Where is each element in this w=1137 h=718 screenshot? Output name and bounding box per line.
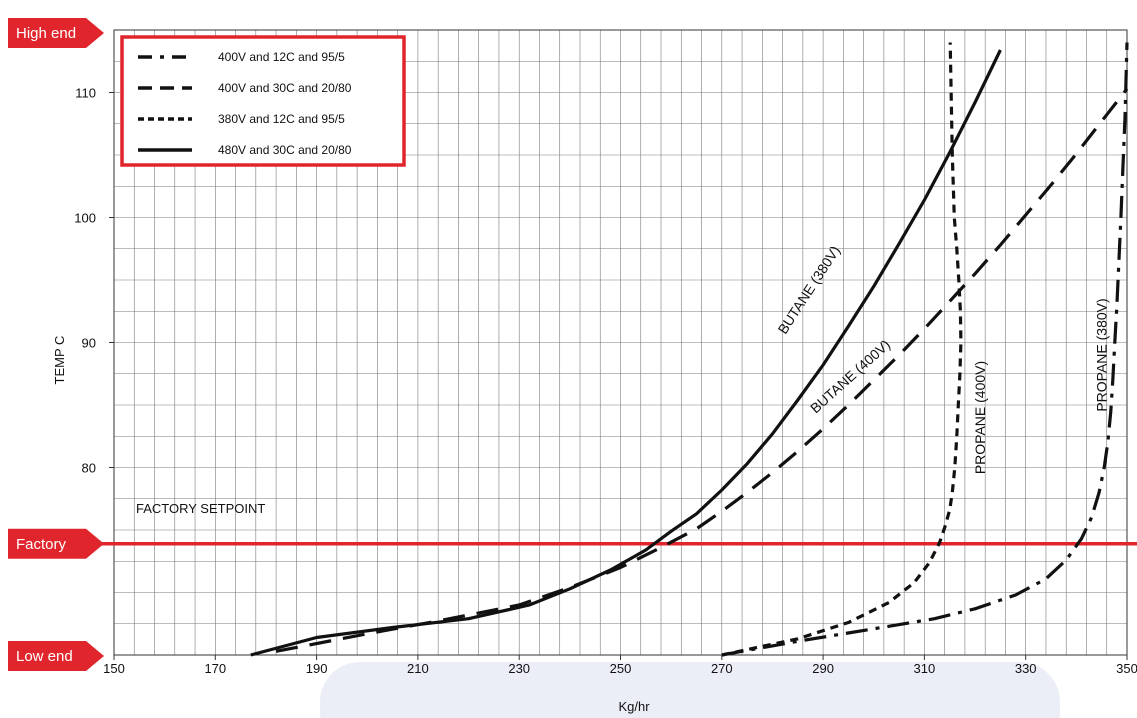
marker-label-2: Factory (16, 536, 67, 553)
x-tick-labels: 150 170 190 210 230 250 270 290 310 330 350 (103, 661, 1137, 676)
series-group (250, 42, 1129, 657)
y-axis-label: TEMP C (52, 336, 67, 385)
marker-arrow-2 (8, 528, 104, 559)
x-tick-label: 210 (407, 661, 429, 676)
legend: 400V and 12C and 95/5 400V and 30C and 20… (120, 35, 406, 167)
x-tick-label: 310 (914, 661, 936, 676)
curve-label-3: PROPANE (400V) (972, 361, 988, 474)
marker-arrow-3 (8, 641, 104, 671)
legend-label-2: 400V and 30C and 20/80 (218, 81, 352, 95)
factory-setpoint-label: FACTORY SETPOINT (136, 501, 265, 516)
x-tick-label: 330 (1015, 661, 1037, 676)
y-tick-label: 100 (74, 211, 96, 226)
x-tick-label: 270 (711, 661, 733, 676)
legend-label-1: 400V and 12C and 95/5 (218, 50, 345, 64)
legend-box (120, 35, 406, 167)
x-tick-label: 190 (306, 661, 328, 676)
curve-label-4: PROPANE (380V) (1094, 298, 1110, 411)
x-tick-label: 250 (610, 661, 632, 676)
x-tick-label: 290 (812, 661, 834, 676)
x-tick-label: 150 (103, 661, 125, 676)
x-tick-label: 170 (204, 661, 226, 676)
watermark-shape (320, 662, 1060, 718)
curve-label-1: BUTANE (380V) (774, 243, 843, 337)
series-line-4 (721, 42, 1129, 657)
marker-arrow-1 (8, 18, 104, 48)
marker-label-1: High end (16, 25, 76, 42)
curve-label-2: BUTANE (400V) (807, 336, 893, 416)
marker-label-3: Low end (16, 648, 73, 665)
legend-label-4: 480V and 30C and 20/80 (218, 143, 352, 157)
y-tick-label: 80 (82, 461, 96, 476)
side-markers: High end Factory Low end (8, 18, 104, 671)
series-line-3 (721, 42, 963, 657)
curve-labels: BUTANE (380V)BUTANE (400V) PROPANE (400V)… (774, 243, 1109, 474)
series-line-1 (250, 49, 1002, 657)
y-tick-label: 110 (75, 86, 96, 101)
x-tick-label: 230 (508, 661, 530, 676)
watermark-rect (320, 662, 1060, 718)
legend-label-3: 380V and 12C and 95/5 (218, 112, 345, 126)
series-line-2 (275, 87, 1129, 653)
y-tick-labels: 80 90 100 110 (74, 86, 96, 476)
y-tick-label: 90 (82, 336, 96, 351)
major-grid (109, 92, 1128, 660)
x-tick-label: 350 (1116, 661, 1137, 676)
x-axis-label: Kg/hr (618, 699, 650, 714)
